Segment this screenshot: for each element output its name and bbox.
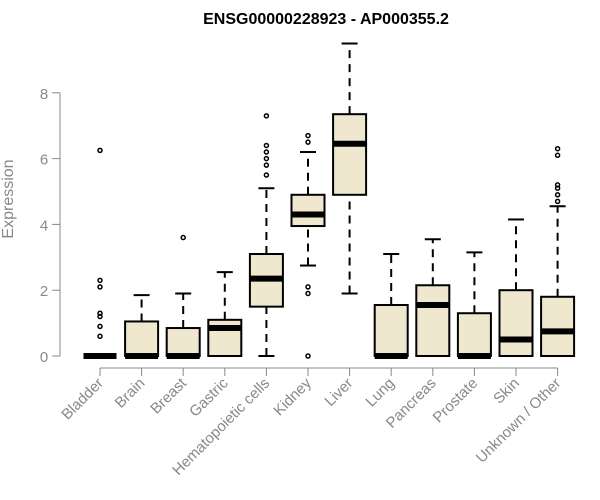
x-tick-label-6: Liver [321,375,356,410]
box-7 [373,253,409,359]
box-2 [165,234,201,359]
outlier-4-1 [263,162,270,168]
y-tick-label-6: 6 [40,152,48,169]
outlier-0-5 [97,277,103,284]
box-rect-5 [290,193,326,228]
outlier-5-2 [305,284,311,290]
outlier-4-3 [263,149,270,155]
box-rect-6 [332,113,368,196]
y-axis: 0 2 4 6 8 [40,86,61,366]
chart-title: ENSG00000228923 - AP000355.2 [203,11,449,28]
outlier-5-0 [305,353,311,359]
box-10 [498,218,534,358]
box-rect-11 [540,295,576,357]
outlier-11-0 [554,198,561,205]
outlier-5-1 [305,290,311,297]
y-tick-label-8: 8 [40,86,48,103]
box-rect-9 [456,312,492,358]
outlier-5-3 [305,139,311,145]
outlier-11-3 [554,182,561,188]
box-rect-2 [165,327,201,358]
x-tick-label-10: Skin [490,375,523,408]
outlier-4-2 [263,155,270,162]
x-tick-label-5: Kidney [270,374,315,419]
y-tick-label-0: 0 [40,349,48,366]
outlier-0-1 [97,323,103,330]
outlier-0-6 [97,147,103,154]
box-rect-10 [498,289,534,358]
outlier-4-0 [263,172,270,178]
box-6 [332,42,368,295]
x-tick-label-2: Breast [147,374,190,417]
outlier-0-0 [97,333,103,340]
outlier-11-5 [554,145,561,152]
box-8 [415,238,451,358]
outlier-11-4 [554,152,561,159]
box-rect-7 [373,304,409,358]
y-tick-label-4: 4 [40,217,48,234]
x-tick-label-1: Brain [112,375,149,412]
outlier-4-5 [263,113,270,119]
outlier-0-4 [97,284,103,290]
y-tick-label-2: 2 [40,283,48,300]
box-11 [540,145,576,357]
x-tick-label-0: Bladder [58,375,107,424]
outlier-2-0 [180,234,186,241]
box-9 [456,251,492,359]
box-0 [83,147,117,359]
box-rect-8 [415,284,451,358]
boxes-group [83,42,576,359]
y-axis-label: Expression [0,159,17,238]
outlier-4-4 [263,142,270,149]
outlier-11-1 [554,192,561,198]
outlier-5-4 [305,132,311,139]
box-3 [207,271,243,357]
box-1 [124,294,160,359]
box-4 [248,113,284,357]
box-5 [290,132,326,359]
x-tick-label-7: Lung [362,375,398,411]
outlier-0-3 [97,310,103,316]
x-tick-label-9: Prostate [430,375,482,427]
box-rect-1 [124,320,160,357]
